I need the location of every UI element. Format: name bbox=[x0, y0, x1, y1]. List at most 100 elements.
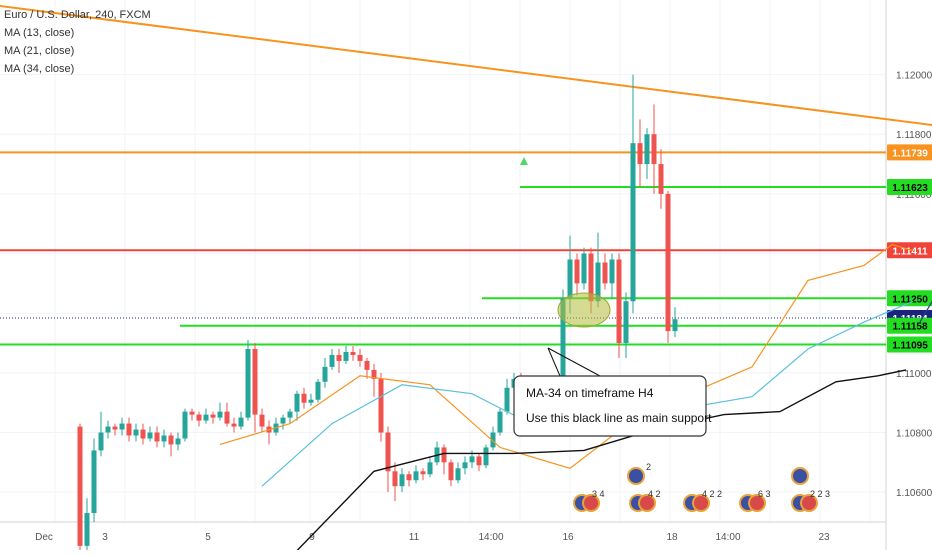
candle-body[interactable] bbox=[616, 259, 622, 344]
candle-body[interactable] bbox=[294, 393, 300, 412]
candle-body[interactable] bbox=[196, 414, 202, 421]
candle-body[interactable] bbox=[133, 429, 139, 436]
candle-body[interactable] bbox=[357, 354, 363, 361]
price-label-box bbox=[887, 144, 932, 161]
candle-body[interactable] bbox=[161, 435, 167, 442]
candle-body[interactable] bbox=[567, 259, 573, 299]
event-count-label: 4 2 2 bbox=[702, 489, 722, 499]
candle-body[interactable] bbox=[560, 298, 566, 385]
candle-body[interactable] bbox=[483, 447, 489, 466]
trend-line[interactable] bbox=[0, 4, 932, 134]
candle-body[interactable] bbox=[84, 513, 90, 546]
candle-body[interactable] bbox=[238, 417, 244, 427]
candle-body[interactable] bbox=[77, 426, 83, 546]
candle-body[interactable] bbox=[630, 143, 636, 302]
candle-body[interactable] bbox=[217, 411, 223, 418]
candle-body[interactable] bbox=[154, 432, 160, 442]
candle-body[interactable] bbox=[385, 432, 391, 472]
event-count-label: 2 bbox=[646, 462, 651, 472]
annotation-box[interactable] bbox=[513, 375, 707, 437]
candle-body[interactable] bbox=[448, 462, 454, 481]
x-tick-label: 18 bbox=[666, 532, 678, 543]
event-flag-icon[interactable] bbox=[692, 494, 710, 512]
candle-body[interactable] bbox=[595, 262, 601, 302]
candle-body[interactable] bbox=[189, 411, 195, 415]
candle-body[interactable] bbox=[665, 193, 671, 332]
candle-body[interactable] bbox=[182, 411, 188, 439]
event-flag-icon[interactable] bbox=[638, 494, 656, 512]
candle-body[interactable] bbox=[392, 471, 398, 487]
candle-body[interactable] bbox=[455, 468, 461, 481]
candle-body[interactable] bbox=[581, 253, 587, 284]
candle-body[interactable] bbox=[371, 369, 377, 379]
candle-body[interactable] bbox=[658, 164, 664, 194]
event-flag-icon[interactable] bbox=[582, 494, 600, 512]
candle-body[interactable] bbox=[350, 351, 356, 355]
candle-body[interactable] bbox=[651, 134, 657, 165]
candle-body[interactable] bbox=[672, 319, 678, 332]
candle-body[interactable] bbox=[224, 411, 230, 424]
event-flag-icon[interactable] bbox=[627, 467, 645, 485]
legend-symbol[interactable]: Euro / U.S. Dollar, 240, FXCM bbox=[4, 9, 151, 21]
candle-body[interactable] bbox=[343, 351, 349, 361]
candle-body[interactable] bbox=[203, 414, 209, 421]
candle-body[interactable] bbox=[119, 423, 125, 430]
candle-body[interactable] bbox=[315, 381, 321, 400]
candle-body[interactable] bbox=[308, 399, 314, 403]
candle-body[interactable] bbox=[490, 432, 496, 448]
candle-body[interactable] bbox=[476, 456, 482, 466]
candle-body[interactable] bbox=[504, 387, 510, 412]
candle-body[interactable] bbox=[322, 366, 328, 382]
event-flag-icon[interactable] bbox=[748, 494, 766, 512]
candle-body[interactable] bbox=[462, 462, 468, 469]
candle-body[interactable] bbox=[301, 393, 307, 403]
candle-body[interactable] bbox=[245, 348, 251, 418]
candle-body[interactable] bbox=[588, 253, 594, 302]
annotation-line-1: MA-34 on timeframe H4 bbox=[526, 386, 654, 400]
candle-body[interactable] bbox=[406, 474, 412, 481]
candle-body[interactable] bbox=[609, 259, 615, 284]
candle-body[interactable] bbox=[637, 143, 643, 165]
event-count-label: 4 2 bbox=[648, 489, 661, 499]
candle-body[interactable] bbox=[602, 262, 608, 284]
candle-body[interactable] bbox=[252, 348, 258, 415]
candle-body[interactable] bbox=[399, 474, 405, 487]
candle-body[interactable] bbox=[364, 360, 370, 370]
candle-body[interactable] bbox=[413, 471, 419, 481]
legend-ma13[interactable]: MA (13, close) bbox=[4, 27, 75, 39]
candle-body[interactable] bbox=[441, 447, 447, 463]
candle-body[interactable] bbox=[469, 456, 475, 463]
event-flag-icon[interactable] bbox=[791, 467, 809, 485]
candle-body[interactable] bbox=[175, 438, 181, 445]
candle-body[interactable] bbox=[259, 414, 265, 427]
candle-body[interactable] bbox=[427, 462, 433, 475]
event-flag-icon[interactable] bbox=[800, 494, 818, 512]
candle-body[interactable] bbox=[98, 432, 104, 451]
callout-connector bbox=[547, 347, 561, 377]
event-count-label: 2 2 3 bbox=[810, 489, 830, 499]
legend-ma21[interactable]: MA (21, close) bbox=[4, 45, 75, 57]
candle-body[interactable] bbox=[140, 429, 146, 439]
candle-body[interactable] bbox=[168, 435, 174, 445]
candle-body[interactable] bbox=[644, 134, 650, 165]
candle-body[interactable] bbox=[497, 411, 503, 433]
candle-body[interactable] bbox=[126, 423, 132, 436]
candle-body[interactable] bbox=[287, 411, 293, 418]
candle-body[interactable] bbox=[105, 426, 111, 433]
candle-body[interactable] bbox=[336, 354, 342, 361]
candle-body[interactable] bbox=[210, 414, 216, 418]
candle-body[interactable] bbox=[420, 471, 426, 475]
candle-body[interactable] bbox=[623, 301, 629, 344]
candle-body[interactable] bbox=[112, 426, 118, 430]
candle-body[interactable] bbox=[147, 432, 153, 439]
candle-body[interactable] bbox=[329, 354, 335, 367]
legend-ma34[interactable]: MA (34, close) bbox=[4, 63, 75, 75]
candle-body[interactable] bbox=[378, 378, 384, 433]
candle-body[interactable] bbox=[91, 450, 97, 514]
candle-body[interactable] bbox=[231, 423, 237, 427]
x-tick-label: Dec bbox=[35, 532, 53, 543]
candle-body[interactable] bbox=[574, 259, 580, 284]
candle-body[interactable] bbox=[280, 417, 286, 424]
